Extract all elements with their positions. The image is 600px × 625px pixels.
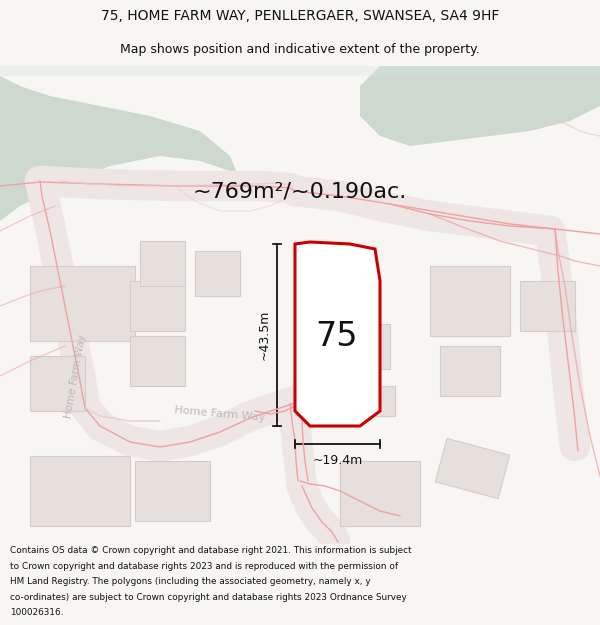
Text: co-ordinates) are subject to Crown copyright and database rights 2023 Ordnance S: co-ordinates) are subject to Crown copyr… <box>10 592 407 602</box>
Polygon shape <box>520 281 575 331</box>
Text: Map shows position and indicative extent of the property.: Map shows position and indicative extent… <box>120 43 480 56</box>
Polygon shape <box>295 242 380 426</box>
Text: Home Farm Way: Home Farm Way <box>63 333 87 419</box>
Polygon shape <box>130 281 185 331</box>
Polygon shape <box>440 346 500 396</box>
Text: HM Land Registry. The polygons (including the associated geometry, namely x, y: HM Land Registry. The polygons (includin… <box>10 578 371 586</box>
Polygon shape <box>30 356 85 411</box>
Polygon shape <box>0 66 600 76</box>
Text: Home Farm Way: Home Farm Way <box>174 405 266 423</box>
Polygon shape <box>360 386 395 416</box>
Text: ~19.4m: ~19.4m <box>313 454 362 467</box>
Text: 75: 75 <box>315 319 357 352</box>
Text: 100026316.: 100026316. <box>10 608 64 617</box>
Polygon shape <box>135 461 210 521</box>
Polygon shape <box>340 461 420 526</box>
Polygon shape <box>0 66 240 221</box>
Polygon shape <box>335 324 390 369</box>
Polygon shape <box>140 241 185 286</box>
Polygon shape <box>430 266 510 336</box>
Text: ~769m²/~0.190ac.: ~769m²/~0.190ac. <box>193 181 407 201</box>
Polygon shape <box>130 336 185 386</box>
Text: ~43.5m: ~43.5m <box>258 310 271 360</box>
Polygon shape <box>360 66 600 146</box>
Text: to Crown copyright and database rights 2023 and is reproduced with the permissio: to Crown copyright and database rights 2… <box>10 562 398 571</box>
Polygon shape <box>30 266 135 341</box>
Text: 75, HOME FARM WAY, PENLLERGAER, SWANSEA, SA4 9HF: 75, HOME FARM WAY, PENLLERGAER, SWANSEA,… <box>101 9 499 24</box>
Polygon shape <box>195 251 240 296</box>
Polygon shape <box>435 438 510 499</box>
Polygon shape <box>30 456 130 526</box>
Text: Contains OS data © Crown copyright and database right 2021. This information is : Contains OS data © Crown copyright and d… <box>10 546 412 556</box>
